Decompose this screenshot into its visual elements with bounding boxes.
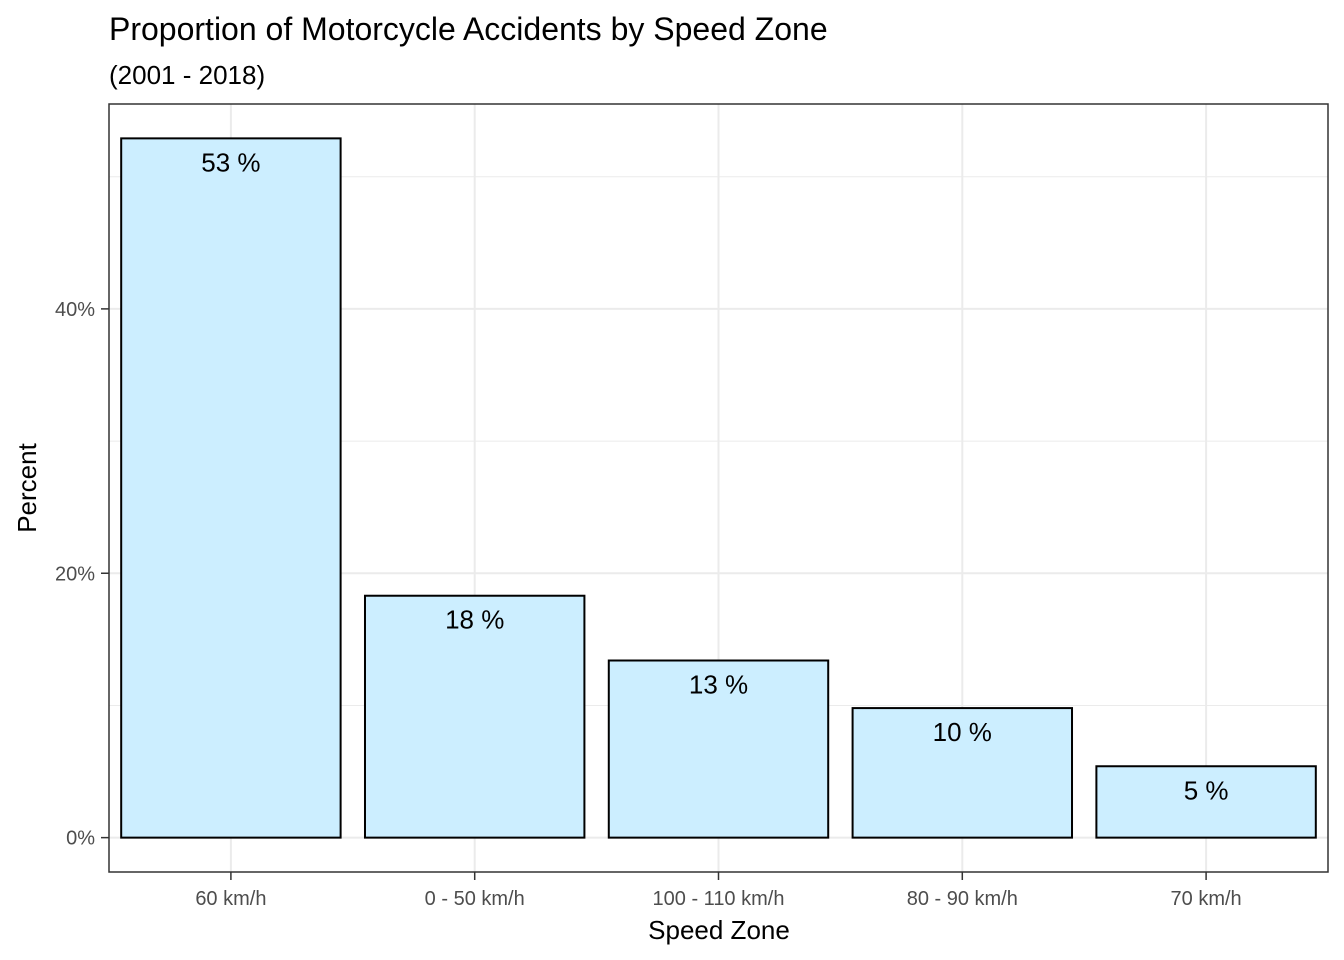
x-tick-label: 100 - 110 km/h [653,888,785,910]
bar [851,707,1074,839]
bar [1095,765,1317,839]
plot-panel: 53 % 18 % 13 % 10 % 5 % 0% 20% 40% 60 km/h 0 - 50… [55,103,1329,910]
data-label: 18 % [445,605,504,635]
x-tick-label: 80 - 90 km/h [907,888,1018,910]
y-tick-label: 40% [55,299,95,321]
data-label: 5 % [1184,775,1229,805]
x-tick-label: 0 - 50 km/h [425,888,525,910]
bar [120,137,342,839]
x-tick-label: 70 km/h [1171,888,1242,910]
data-label: 13 % [689,670,748,700]
bar [363,594,586,839]
chart-subtitle: (2001 - 2018) [109,60,265,90]
data-label: 10 % [933,717,992,747]
x-axis-title: Speed Zone [648,915,790,945]
data-label: 53 % [201,147,260,177]
y-axis-title: Percent [12,442,42,532]
y-tick-label: 20% [55,563,95,585]
y-tick-label: 0% [66,828,95,850]
x-tick-label: 60 km/h [195,888,266,910]
chart-title: Proportion of Motorcycle Accidents by Sp… [109,11,828,47]
bar [607,659,830,839]
